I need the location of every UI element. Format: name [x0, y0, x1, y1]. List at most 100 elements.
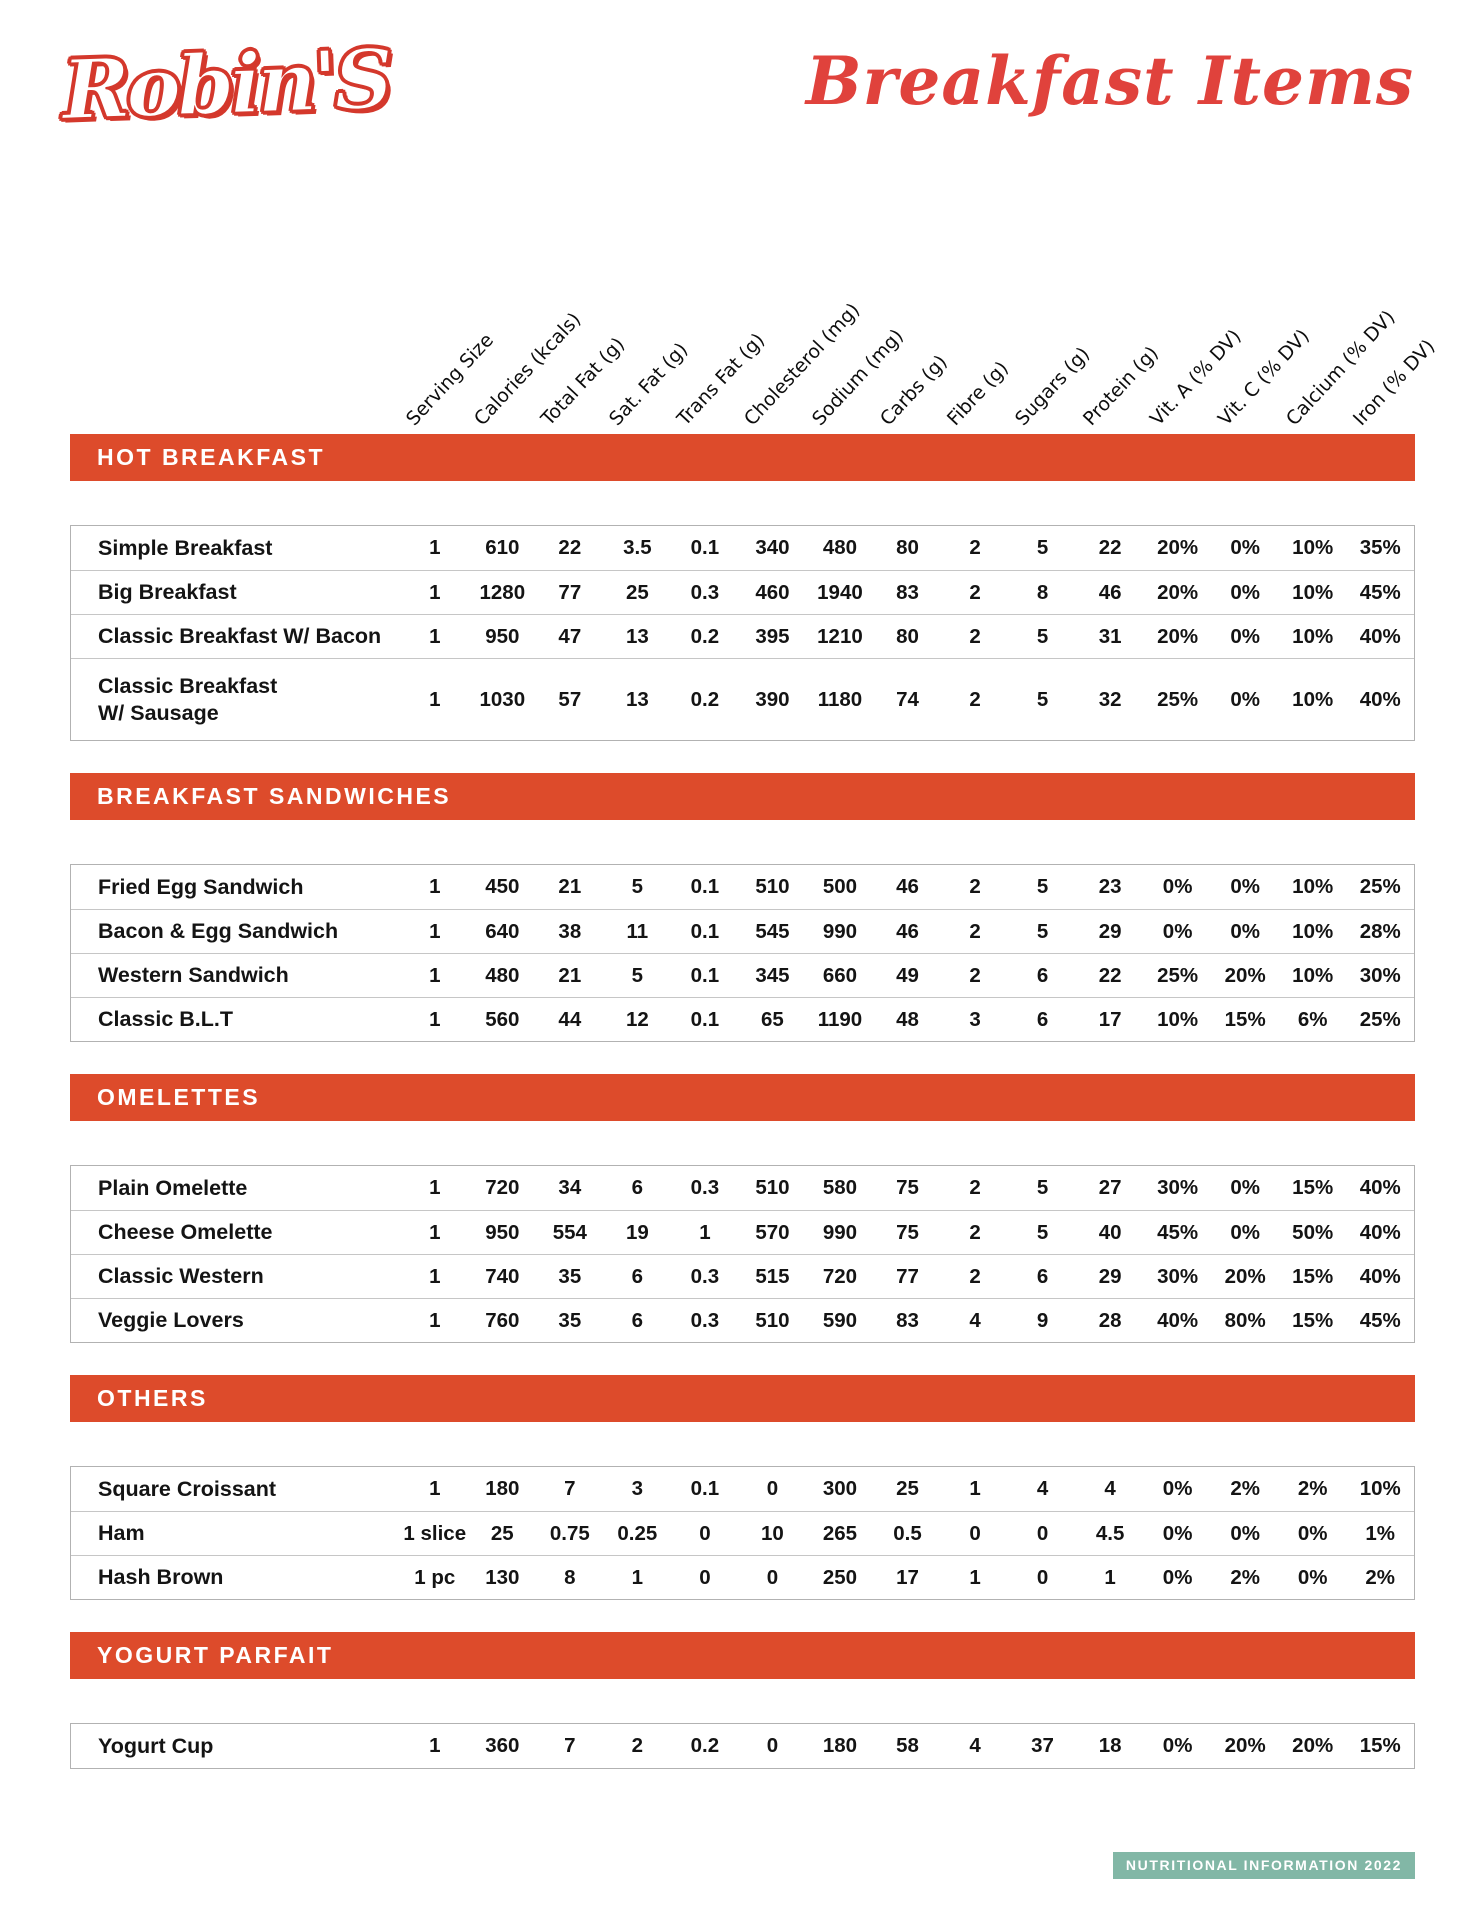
- nutrition-value: 2%: [1365, 1565, 1396, 1589]
- nutrition-value: 360: [485, 1734, 520, 1757]
- nutrition-value: 44: [558, 1007, 582, 1031]
- nutrition-value: 950: [485, 1220, 520, 1244]
- nutrition-value: 10%: [1292, 580, 1334, 604]
- nutrition-value: 32: [1098, 687, 1122, 711]
- nutrition-value: 40%: [1359, 1220, 1401, 1244]
- item-name: Square Croissant: [98, 1476, 277, 1501]
- nutrition-value: 20%: [1157, 624, 1199, 648]
- column-headers: Serving Size Calories (kcals) Total Fat (g…: [70, 218, 1440, 434]
- nutrition-value: 6: [1036, 1264, 1049, 1288]
- nutrition-value: 0.3: [690, 1308, 720, 1332]
- nutrition-value: 46: [896, 919, 919, 943]
- nutrition-value: 0: [766, 1734, 779, 1757]
- nutrition-value: 2: [969, 963, 981, 987]
- menu-section: YOGURT PARFAIT Yogurt Cup 1 360 7 2 0.2 0 180 5…: [70, 1632, 1415, 1769]
- nutrition-value: 34: [558, 1176, 582, 1199]
- nutrition-value: 10%: [1292, 536, 1334, 559]
- table-row: Classic Breakfast W/ Sausage 1 1030 57 13 0.…: [71, 658, 1414, 740]
- nutrition-value: 19: [625, 1220, 649, 1244]
- nutrition-value: 21: [558, 963, 582, 987]
- nutrition-value: 2: [969, 580, 981, 604]
- nutrition-table: Plain Omelette 1 720 34 6 0.3 510 580 75 2 5 27 30%…: [70, 1165, 1415, 1343]
- nutrition-value: 17: [1098, 1007, 1122, 1031]
- item-name: Plain Omelette: [98, 1175, 248, 1200]
- menu-section: HOT BREAKFAST Simple Breakfast 1 610 22 3.5…: [70, 434, 1415, 741]
- nutrition-value: 1280: [479, 580, 526, 604]
- nutrition-value: 1: [429, 875, 441, 898]
- nutrition-value: 6%: [1297, 1007, 1328, 1031]
- page-title: Breakfast Items: [805, 42, 1414, 120]
- nutrition-value: 0: [699, 1521, 711, 1545]
- nutrition-value: 75: [896, 1176, 919, 1199]
- item-name: Yogurt Cup: [98, 1733, 214, 1758]
- item-name: Big Breakfast: [98, 580, 237, 605]
- nutrition-value: 0.1: [690, 963, 720, 987]
- nutrition-value: 40%: [1359, 1264, 1401, 1288]
- nutrition-value: 75: [896, 1220, 919, 1244]
- nutrition-value: 17: [896, 1565, 919, 1589]
- nutrition-value: 2: [969, 1176, 981, 1199]
- nutrition-value: 300: [822, 1477, 858, 1500]
- nutrition-value: 5: [1036, 1220, 1049, 1244]
- nutrition-value: 480: [485, 963, 520, 987]
- nutrition-value: 6: [1036, 963, 1049, 987]
- nutrition-value: 740: [485, 1264, 520, 1288]
- nutrition-value: 10: [761, 1521, 784, 1545]
- nutrition-value: 1: [429, 1734, 441, 1757]
- nutrition-value: 0%: [1230, 624, 1260, 648]
- table-row: Bacon & Egg Sandwich 1 640 38 11 0.1 545 990 46…: [71, 909, 1414, 953]
- nutrition-value: 0: [699, 1565, 711, 1589]
- nutrition-value: 0%: [1230, 1176, 1260, 1199]
- nutrition-value: 37: [1031, 1734, 1054, 1757]
- table-row: Big Breakfast 1 1280 77 25 0.3 460 1940 83 2 8 46 2…: [71, 570, 1414, 614]
- nutrition-value: 2%: [1230, 1477, 1260, 1500]
- nutrition-table: Yogurt Cup 1 360 7 2 0.2 0 180 58 4 37 18 0% 20% 20% 1…: [70, 1723, 1415, 1769]
- nutrition-value: 610: [485, 536, 520, 559]
- nutrition-value: 20%: [1224, 963, 1266, 987]
- nutrition-value: 0%: [1230, 919, 1260, 943]
- nutrition-value: 0%: [1162, 1477, 1193, 1500]
- nutrition-value: 40: [1098, 1220, 1122, 1244]
- nutrition-value: 720: [822, 1264, 858, 1288]
- nutrition-value: 1: [429, 1007, 441, 1031]
- table-row: Classic Breakfast W/ Bacon 1 950 47 13 0.2 39…: [71, 614, 1414, 658]
- item-name: Veggie Lovers: [98, 1308, 244, 1333]
- nutrition-value: 265: [822, 1521, 858, 1545]
- nutrition-value: 25%: [1359, 875, 1401, 898]
- nutrition-value: 3: [969, 1007, 981, 1031]
- nutrition-value: 30%: [1359, 963, 1401, 987]
- nutrition-value: 0.2: [690, 687, 720, 711]
- nutrition-value: 38: [558, 919, 582, 943]
- nutrition-value: 4.5: [1095, 1521, 1125, 1545]
- nutrition-value: 15%: [1224, 1007, 1266, 1031]
- menu-section: OTHERS Square Croissant 1 180 7 3 0.1 0 300 25 1…: [70, 1375, 1415, 1600]
- nutrition-value: 47: [558, 624, 582, 648]
- nutrition-value: 25: [490, 1521, 514, 1545]
- nutrition-value: 1: [429, 536, 441, 559]
- nutrition-value: 1%: [1365, 1521, 1396, 1545]
- nutrition-value: 20%: [1224, 1734, 1266, 1757]
- nutrition-value: 0.75: [549, 1521, 590, 1545]
- nutrition-value: 5: [1036, 875, 1049, 898]
- nutrition-value: 1: [631, 1565, 644, 1589]
- nutrition-value: 5: [1036, 919, 1049, 943]
- nutrition-value: 46: [1098, 580, 1122, 604]
- nutrition-value: 23: [1098, 875, 1122, 898]
- nutrition-value: 50%: [1292, 1220, 1334, 1244]
- nutrition-value: 80: [896, 624, 919, 648]
- nutrition-value: 20%: [1292, 1734, 1334, 1757]
- nutrition-value: 950: [485, 624, 520, 648]
- nutrition-value: 0.2: [690, 1734, 720, 1757]
- nutrition-value: 22: [1098, 963, 1122, 987]
- nutrition-value: 1030: [479, 687, 526, 711]
- nutrition-value: 2: [969, 919, 981, 943]
- nutrition-value: 2: [969, 875, 981, 898]
- nutrition-value: 83: [896, 580, 919, 604]
- nutrition-value: 1: [429, 1477, 441, 1500]
- section-banner: OTHERS: [70, 1375, 1415, 1422]
- nutrition-value: 77: [558, 580, 582, 604]
- nutrition-value: 1: [969, 1477, 981, 1500]
- nutrition-value: 570: [755, 1220, 790, 1244]
- nutrition-value: 990: [822, 919, 858, 943]
- nutrition-value: 560: [485, 1007, 520, 1031]
